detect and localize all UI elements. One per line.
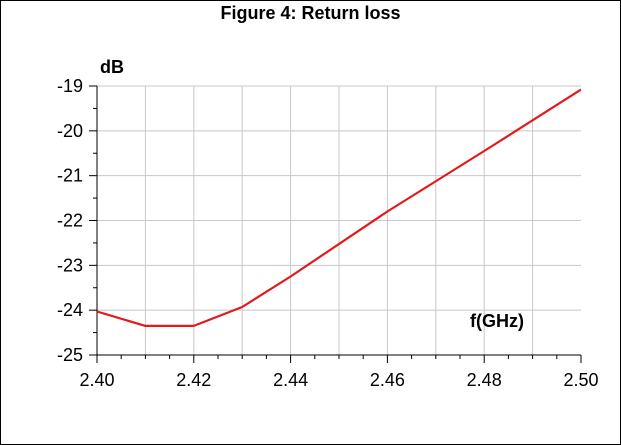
x-tick-label: 2.50 <box>563 370 598 390</box>
x-tick-label: 2.44 <box>273 370 308 390</box>
y-tick-label: -19 <box>57 76 83 96</box>
grid <box>97 85 581 355</box>
axes <box>89 85 582 363</box>
y-axis-label: dB <box>100 57 124 77</box>
ticks: -19 -20 -21 -22 -23 -24 -25 2.40 2.42 2.44 2.46 2.4… <box>57 76 599 390</box>
x-tick-label: 2.42 <box>176 370 211 390</box>
y-tick-label: -23 <box>57 255 83 275</box>
series <box>96 88 582 327</box>
x-tick-label: 2.46 <box>370 370 405 390</box>
x-tick-label: 2.40 <box>79 370 114 390</box>
y-tick-label: -20 <box>57 121 83 141</box>
x-tick-label: 2.48 <box>467 370 502 390</box>
y-tick-label: -22 <box>57 211 83 231</box>
series-line <box>96 88 582 327</box>
chart-title: Figure 4: Return loss <box>220 3 401 23</box>
y-tick-label: -25 <box>57 345 83 365</box>
y-tick-label: -24 <box>57 300 83 320</box>
y-tick-label: -21 <box>57 166 83 186</box>
x-axis-label: f(GHz) <box>470 311 524 331</box>
